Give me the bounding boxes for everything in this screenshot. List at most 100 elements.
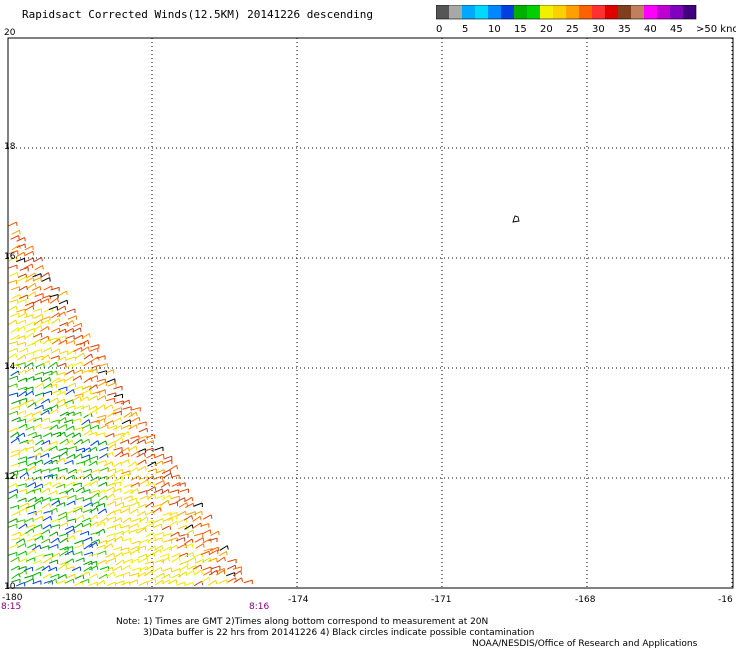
wind-barb <box>24 439 34 444</box>
wind-barb <box>121 537 131 542</box>
lat-label-18: 18 <box>4 142 16 152</box>
wind-barb-feather <box>96 395 99 400</box>
wind-barb <box>49 397 58 403</box>
wind-barb-feather <box>215 580 218 585</box>
scale-swatch <box>436 5 449 19</box>
wind-barb <box>168 511 178 516</box>
wind-barb <box>17 468 27 472</box>
wind-barb <box>227 564 236 570</box>
wind-barb <box>64 525 74 531</box>
wind-barb <box>8 518 18 523</box>
wind-barb <box>10 235 19 240</box>
wind-barb <box>75 447 85 452</box>
wind-barb <box>155 480 164 485</box>
wind-barb <box>57 356 66 362</box>
wind-barb <box>90 501 99 507</box>
wind-barb <box>66 405 76 410</box>
wind-barb-feather <box>199 516 202 521</box>
scale-swatch <box>475 5 488 19</box>
wind-barb <box>32 509 42 515</box>
wind-barb-feather <box>72 488 75 493</box>
wind-barb <box>7 483 17 488</box>
wind-barb <box>152 503 162 509</box>
wind-barb-feather <box>147 479 149 484</box>
wind-barb <box>47 578 57 585</box>
wind-barb <box>25 351 35 356</box>
wind-barb <box>120 459 129 465</box>
wind-barb-feather <box>41 535 44 540</box>
wind-barb <box>65 376 74 382</box>
wind-barb <box>58 339 67 345</box>
wind-barb <box>9 363 19 368</box>
wind-barb <box>153 488 163 494</box>
wind-barb <box>112 517 122 523</box>
wind-barb-feather <box>210 570 213 575</box>
scale-swatch <box>488 5 501 19</box>
wind-barb <box>81 517 91 523</box>
wind-barb <box>58 467 68 472</box>
wind-barb <box>128 579 138 584</box>
wind-barb <box>23 566 33 572</box>
wind-barb-feather <box>113 474 116 479</box>
wind-barb-feather <box>176 521 179 526</box>
wind-barb <box>11 244 20 251</box>
wind-barb-feather <box>192 570 195 575</box>
time-label-start: 8:15 <box>1 602 21 612</box>
wind-barb-feather <box>34 402 37 407</box>
wind-barb-feather <box>179 553 181 558</box>
wind-barb <box>25 376 34 381</box>
wind-barb <box>175 537 185 542</box>
wind-barb <box>177 543 187 549</box>
wind-barb <box>83 360 92 367</box>
lat-label-16: 16 <box>4 252 16 262</box>
wind-barb <box>8 473 17 480</box>
wind-barb <box>88 480 98 486</box>
wind-barb <box>49 467 59 472</box>
wind-barb <box>27 496 36 502</box>
wind-barb <box>27 510 37 515</box>
wind-barb-feather <box>65 564 68 569</box>
wind-barb <box>107 424 117 430</box>
wind-barb <box>48 361 57 368</box>
wind-barb <box>83 536 92 542</box>
wind-barb <box>15 432 25 439</box>
time-label-end: 8:16 <box>249 602 269 612</box>
scale-label: 25 <box>566 24 579 35</box>
wind-barb <box>88 560 97 566</box>
wind-barb <box>161 525 171 531</box>
wind-barb-feather <box>82 574 85 579</box>
wind-barb <box>49 497 59 502</box>
wind-barb <box>51 431 61 436</box>
wind-barb <box>139 516 148 523</box>
wind-barb-feather <box>135 411 138 417</box>
island-marker: A <box>512 215 520 223</box>
wind-barb <box>163 472 172 479</box>
wind-barb <box>73 426 83 431</box>
wind-barb <box>27 291 36 298</box>
wind-barb <box>65 474 75 480</box>
wind-barb-feather <box>128 508 130 513</box>
wind-barb <box>112 481 121 485</box>
wind-barb-feather <box>56 298 60 303</box>
wind-barb <box>89 521 98 528</box>
scale-label: 35 <box>618 24 631 35</box>
wind-barb-feather <box>25 424 28 429</box>
wind-barb <box>56 372 66 376</box>
wind-barb-feather <box>185 511 187 516</box>
wind-barb <box>136 526 146 531</box>
wind-barb <box>112 410 122 415</box>
wind-barb <box>40 529 50 535</box>
wind-barb-feather <box>111 461 114 466</box>
wind-barb <box>65 487 74 494</box>
wind-barb <box>17 369 26 375</box>
wind-barb <box>24 390 33 397</box>
wind-barb <box>32 273 42 278</box>
wind-barb <box>128 445 137 452</box>
wind-barb-feather <box>79 327 82 332</box>
wind-barb-feather <box>105 482 108 487</box>
wind-barb-feather <box>191 515 194 520</box>
wind-barb-feather <box>42 383 45 388</box>
wind-barb <box>81 458 91 464</box>
wind-barb <box>9 504 19 509</box>
wind-barb <box>10 286 20 291</box>
